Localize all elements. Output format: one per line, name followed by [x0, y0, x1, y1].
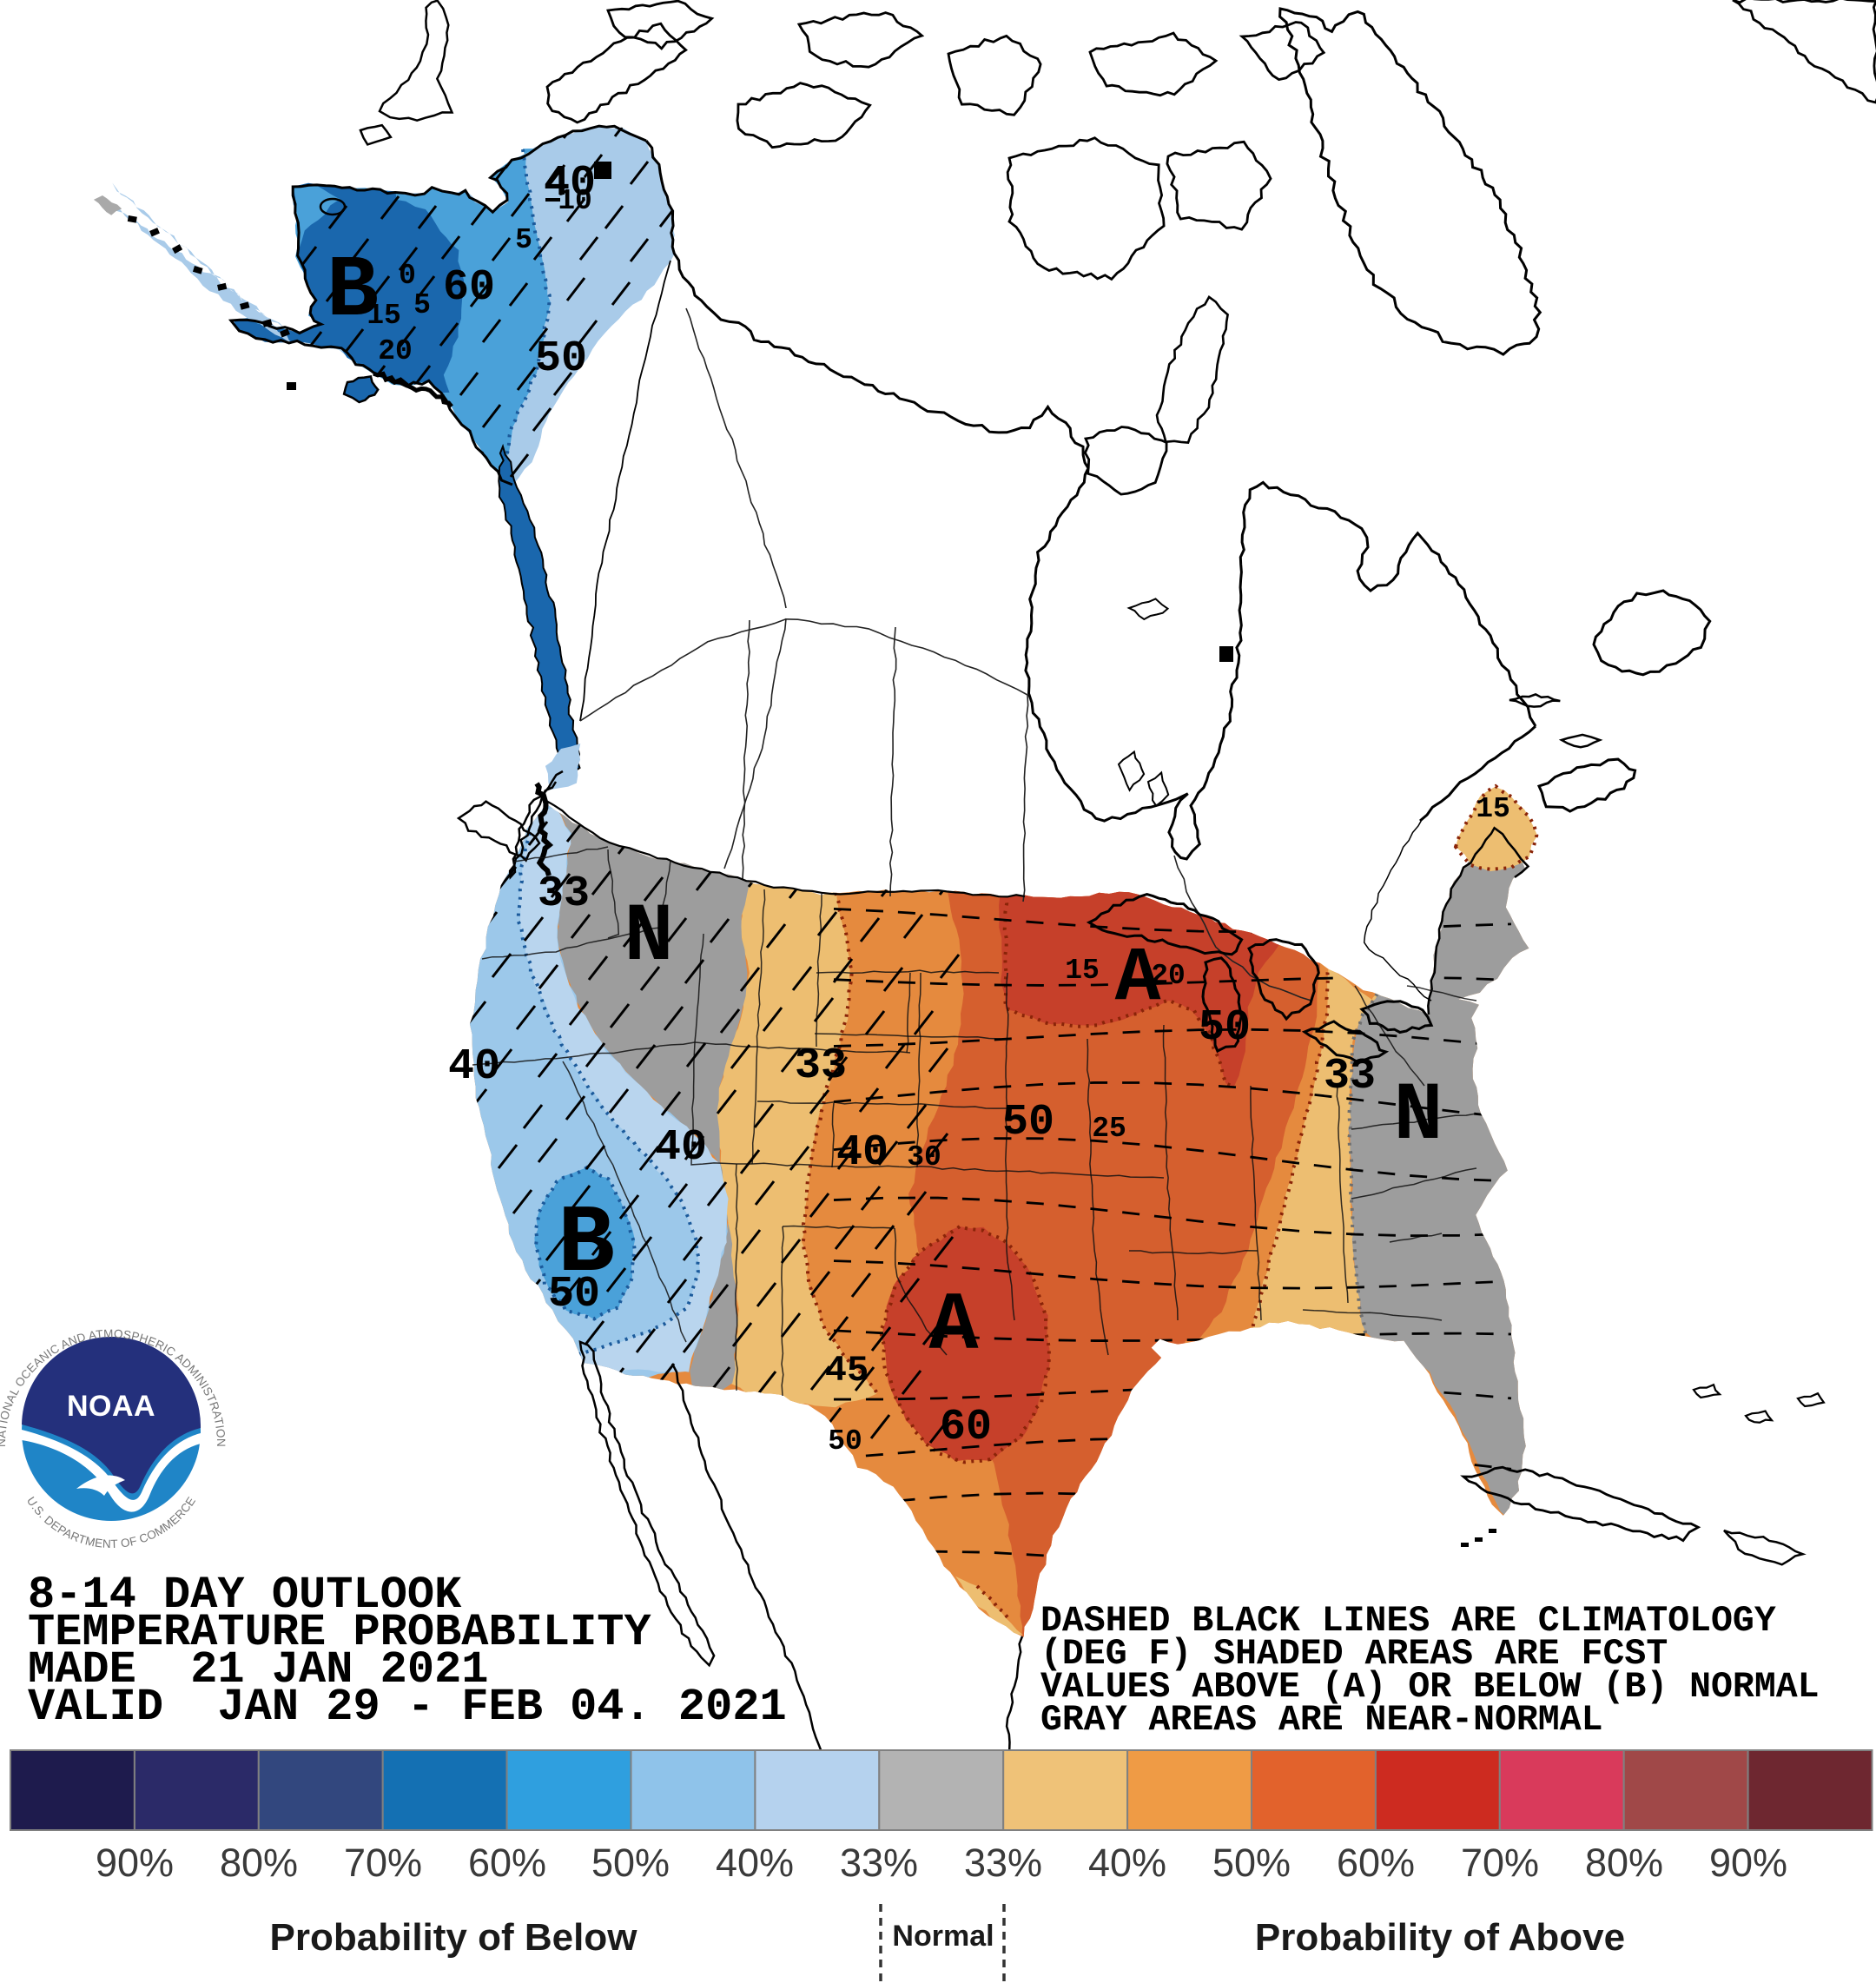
svg-text:40: 40 — [544, 159, 596, 208]
svg-text:15: 15 — [1065, 955, 1100, 987]
svg-text:50: 50 — [535, 334, 587, 384]
svg-text:20: 20 — [378, 335, 413, 367]
svg-text:80%: 80% — [220, 1841, 298, 1885]
svg-text:70%: 70% — [344, 1841, 422, 1885]
svg-text:50: 50 — [828, 1425, 862, 1458]
svg-text:DASHED BLACK LINES ARE CLIMATO: DASHED BLACK LINES ARE CLIMATOLOGY — [1040, 1601, 1776, 1642]
svg-text:Probability of Above: Probability of Above — [1255, 1916, 1625, 1959]
svg-text:60: 60 — [940, 1403, 992, 1452]
svg-text:60%: 60% — [1337, 1841, 1415, 1885]
svg-text:(DEG F) SHADED AREAS ARE FCST: (DEG F) SHADED AREAS ARE FCST — [1040, 1634, 1668, 1675]
svg-text:20: 20 — [1151, 960, 1186, 992]
svg-text:40: 40 — [448, 1042, 500, 1092]
svg-text:90%: 90% — [96, 1841, 174, 1885]
svg-text:VALUES ABOVE (A) OR BELOW (B): VALUES ABOVE (A) OR BELOW (B) NORMAL — [1040, 1667, 1820, 1708]
svg-text:80%: 80% — [1585, 1841, 1663, 1885]
svg-text:B: B — [327, 243, 379, 341]
svg-text:40%: 40% — [716, 1841, 794, 1885]
svg-text:Probability of Below: Probability of Below — [270, 1916, 638, 1959]
svg-text:A: A — [928, 1279, 979, 1373]
svg-text:70%: 70% — [1461, 1841, 1539, 1885]
svg-text:60%: 60% — [468, 1841, 546, 1885]
svg-text:33: 33 — [538, 869, 590, 919]
svg-text:15: 15 — [1476, 793, 1510, 825]
svg-text:60: 60 — [443, 263, 495, 313]
svg-text:MADE 21 JAN 2021: MADE 21 JAN 2021 — [28, 1644, 489, 1695]
svg-text:TEMPERATURE PROBABILITY: TEMPERATURE PROBABILITY — [28, 1607, 652, 1658]
svg-text:33: 33 — [1324, 1052, 1376, 1101]
svg-text:5: 5 — [515, 224, 532, 256]
svg-text:B: B — [558, 1191, 615, 1299]
svg-text:15: 15 — [367, 300, 401, 332]
svg-text:N: N — [1393, 1069, 1443, 1163]
svg-text:5: 5 — [413, 289, 431, 321]
svg-text:30: 30 — [907, 1141, 941, 1173]
svg-text:N: N — [624, 890, 673, 984]
svg-text:45: 45 — [825, 1350, 869, 1391]
svg-text:10: 10 — [558, 185, 592, 217]
svg-text:Normal: Normal — [892, 1920, 994, 1953]
svg-text:VALID JAN 29 - FEB 04. 2021: VALID JAN 29 - FEB 04. 2021 — [28, 1682, 787, 1733]
svg-text:50: 50 — [548, 1270, 600, 1319]
svg-text:GRAY AREAS ARE NEAR-NORMAL: GRAY AREAS ARE NEAR-NORMAL — [1040, 1700, 1603, 1741]
svg-text:33%: 33% — [840, 1841, 918, 1885]
svg-text:50%: 50% — [1212, 1841, 1291, 1885]
svg-text:33: 33 — [795, 1041, 847, 1091]
svg-text:50: 50 — [1199, 1003, 1251, 1053]
svg-text:90%: 90% — [1709, 1841, 1787, 1885]
svg-text:50%: 50% — [591, 1841, 670, 1885]
svg-text:A: A — [1115, 936, 1161, 1022]
svg-text:33%: 33% — [964, 1841, 1042, 1885]
svg-text:8-14 DAY OUTLOOK: 8-14 DAY OUTLOOK — [28, 1570, 462, 1621]
svg-text:40%: 40% — [1088, 1841, 1166, 1885]
svg-text:40: 40 — [836, 1128, 888, 1178]
svg-text:40: 40 — [655, 1123, 707, 1173]
svg-text:50: 50 — [1002, 1098, 1054, 1147]
svg-text:NOAA: NOAA — [67, 1390, 155, 1423]
svg-text:0: 0 — [399, 260, 416, 292]
svg-text:25: 25 — [1092, 1113, 1126, 1145]
